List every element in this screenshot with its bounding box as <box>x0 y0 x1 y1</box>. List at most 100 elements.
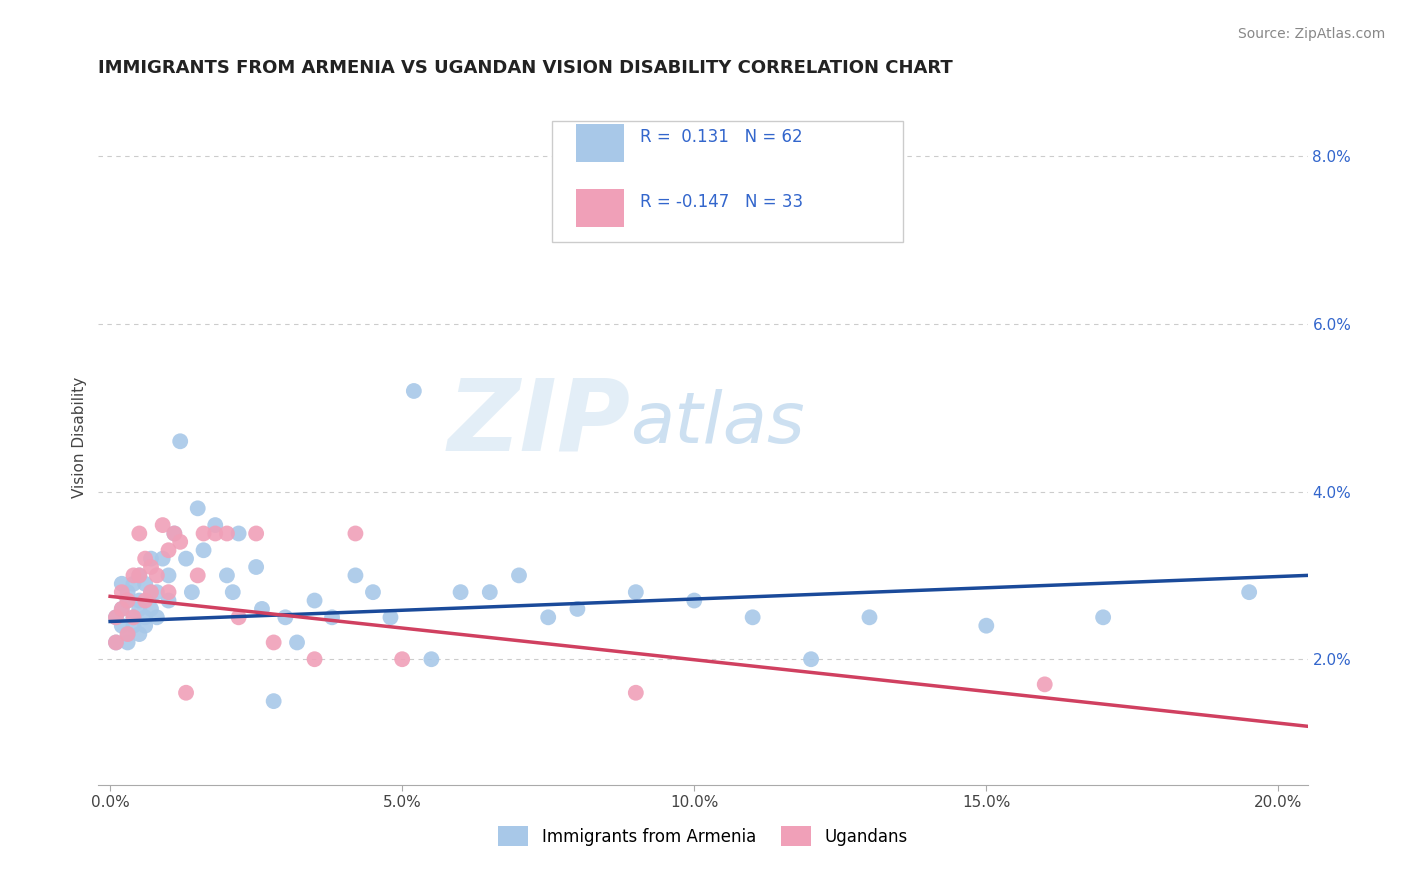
Point <box>128 568 150 582</box>
Point <box>222 585 245 599</box>
Point <box>508 568 530 582</box>
Text: Source: ZipAtlas.com: Source: ZipAtlas.com <box>1237 27 1385 41</box>
Point <box>157 585 180 599</box>
Point <box>117 635 139 649</box>
Point <box>163 526 186 541</box>
Point <box>304 652 326 666</box>
Point <box>974 618 997 632</box>
Point <box>111 602 134 616</box>
Point <box>157 543 180 558</box>
Point <box>391 652 413 666</box>
Point <box>122 610 145 624</box>
Point <box>163 526 186 541</box>
Point <box>402 384 425 398</box>
Point <box>285 635 308 649</box>
Point <box>624 585 647 599</box>
Point <box>250 602 273 616</box>
Point <box>321 610 343 624</box>
Point <box>380 610 402 624</box>
Point <box>228 526 250 541</box>
Legend: Immigrants from Armenia, Ugandans: Immigrants from Armenia, Ugandans <box>492 820 914 853</box>
Point <box>304 593 326 607</box>
Point <box>420 652 443 666</box>
Point <box>111 618 134 632</box>
Point <box>174 551 197 566</box>
Point <box>117 593 139 607</box>
Point <box>139 551 162 566</box>
Point <box>344 568 367 582</box>
Point <box>111 576 134 591</box>
Point <box>187 568 209 582</box>
Text: IMMIGRANTS FROM ARMENIA VS UGANDAN VISION DISABILITY CORRELATION CHART: IMMIGRANTS FROM ARMENIA VS UGANDAN VISIO… <box>98 59 953 77</box>
Point <box>157 568 180 582</box>
Text: R = -0.147   N = 33: R = -0.147 N = 33 <box>640 193 803 211</box>
Point <box>193 526 215 541</box>
Point <box>187 501 209 516</box>
Point <box>152 518 174 533</box>
Point <box>858 610 880 624</box>
Point <box>139 585 162 599</box>
Point <box>146 568 169 582</box>
Point <box>1033 677 1056 691</box>
Point <box>104 635 127 649</box>
Point <box>228 610 250 624</box>
Point <box>134 610 156 624</box>
Point <box>361 585 384 599</box>
Text: ZIP: ZIP <box>447 375 630 472</box>
Bar <box>576 124 624 162</box>
Point <box>104 610 127 624</box>
Point <box>134 618 156 632</box>
Point <box>263 635 285 649</box>
Point <box>134 551 156 566</box>
Bar <box>576 189 624 227</box>
Text: atlas: atlas <box>630 389 806 458</box>
Point <box>134 576 156 591</box>
Point <box>245 560 267 574</box>
Point <box>204 518 226 533</box>
Point <box>117 627 139 641</box>
Point <box>344 526 367 541</box>
Y-axis label: Vision Disability: Vision Disability <box>72 376 87 498</box>
Point <box>128 627 150 641</box>
Point <box>624 686 647 700</box>
Point <box>139 585 162 599</box>
Point <box>683 593 706 607</box>
Point <box>180 585 202 599</box>
Point <box>134 593 156 607</box>
Point <box>215 568 238 582</box>
Point <box>567 602 589 616</box>
FancyBboxPatch shape <box>551 120 903 243</box>
Point <box>117 585 139 599</box>
Text: R =  0.131   N = 62: R = 0.131 N = 62 <box>640 128 803 145</box>
Point <box>128 526 150 541</box>
Point <box>152 551 174 566</box>
Point <box>139 560 162 574</box>
Point <box>128 602 150 616</box>
Point <box>104 635 127 649</box>
Point <box>478 585 501 599</box>
Point <box>122 618 145 632</box>
Point <box>157 593 180 607</box>
Point <box>274 610 297 624</box>
Point <box>174 686 197 700</box>
Point <box>741 610 763 624</box>
Point <box>111 585 134 599</box>
Point <box>169 434 191 449</box>
Point <box>117 627 139 641</box>
Point <box>1092 610 1115 624</box>
Point <box>122 568 145 582</box>
Point <box>139 602 162 616</box>
Point <box>537 610 560 624</box>
Point <box>169 534 191 549</box>
Point <box>215 526 238 541</box>
Point <box>146 585 169 599</box>
Point <box>104 610 127 624</box>
Point <box>263 694 285 708</box>
Point <box>117 593 139 607</box>
Point <box>128 593 150 607</box>
Point <box>245 526 267 541</box>
Point <box>1237 585 1260 599</box>
Point <box>146 610 169 624</box>
Point <box>122 610 145 624</box>
Point <box>122 576 145 591</box>
